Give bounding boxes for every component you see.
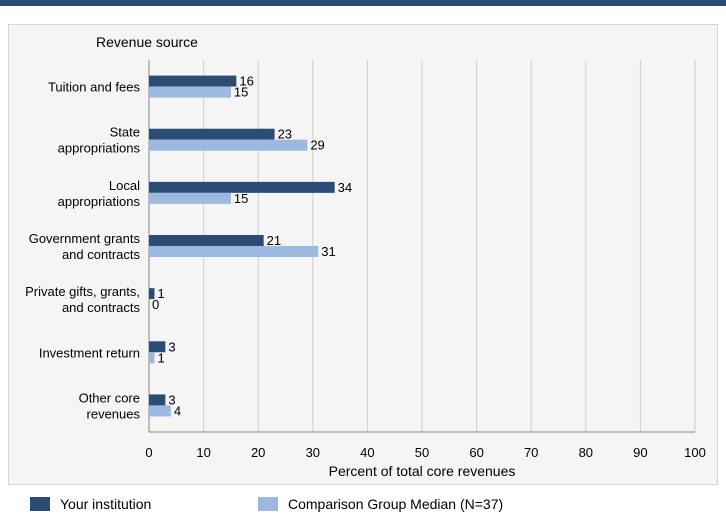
category-label: Government grants — [29, 231, 141, 246]
bar-value-label: 1 — [157, 350, 164, 365]
legend-swatch-comparison-group — [258, 497, 278, 511]
category-label: State — [110, 125, 140, 140]
bar — [149, 192, 231, 204]
bar-value-label: 21 — [267, 233, 281, 248]
bar — [149, 235, 264, 246]
category-label: revenues — [87, 406, 141, 421]
bar — [149, 405, 171, 417]
category-label: Other core — [79, 390, 140, 405]
x-tick-label: 60 — [469, 445, 483, 460]
bar-value-label: 15 — [234, 85, 248, 100]
category-label: Investment return — [39, 345, 140, 360]
bar — [149, 86, 231, 98]
x-tick-label: 80 — [579, 445, 593, 460]
x-tick-label: 40 — [360, 445, 374, 460]
bar-value-label: 3 — [168, 339, 175, 354]
bar — [149, 341, 166, 353]
bar-value-label: 0 — [152, 297, 159, 312]
bar-value-label: 31 — [321, 244, 335, 259]
bar-value-label: 3 — [168, 392, 175, 407]
bar — [149, 352, 155, 364]
category-label: and contracts — [62, 300, 141, 315]
bar — [149, 246, 319, 257]
bar-value-label: 34 — [338, 180, 352, 195]
category-label: and contracts — [62, 247, 141, 262]
category-label: appropriations — [58, 194, 141, 209]
chart-frame — [8, 24, 718, 485]
bar — [149, 139, 308, 151]
category-label: Private gifts, grants, — [25, 284, 140, 299]
bar — [149, 394, 166, 406]
bar-value-label: 15 — [234, 191, 248, 206]
x-tick-label: 100 — [684, 445, 706, 460]
bar-value-label: 1 — [157, 286, 164, 301]
bar-value-label: 29 — [310, 138, 324, 153]
legend-label-your-institution: Your institution — [60, 496, 152, 512]
y-axis-title: Revenue source — [96, 34, 198, 50]
category-label: Local — [109, 178, 140, 193]
bar-value-label: 23 — [278, 127, 292, 142]
bar-value-label: 16 — [239, 74, 253, 89]
x-tick-label: 30 — [306, 445, 320, 460]
bar — [149, 75, 237, 87]
x-tick-labels: 0 10 20 30 40 50 60 70 80 90 100 — [145, 445, 705, 460]
x-tick-label: 0 — [145, 445, 152, 460]
bar-value-label: 4 — [174, 403, 181, 418]
bar — [149, 181, 335, 193]
bar — [149, 128, 275, 140]
x-tick-label: 20 — [251, 445, 265, 460]
header-bar — [0, 0, 726, 6]
legend-swatch-your-institution — [30, 497, 50, 511]
x-tick-label: 70 — [524, 445, 538, 460]
x-tick-label: 10 — [196, 445, 210, 460]
x-tick-label: 90 — [633, 445, 647, 460]
legend-label-comparison-group: Comparison Group Median (N=37) — [288, 496, 504, 512]
category-labels: Tuition and feesStateappropriationsLocal… — [25, 80, 140, 422]
category-label: Tuition and fees — [48, 80, 141, 95]
bar — [149, 288, 155, 300]
x-axis-title: Percent of total core revenues — [329, 463, 516, 479]
category-label: appropriations — [58, 141, 141, 156]
x-tick-label: 50 — [415, 445, 429, 460]
